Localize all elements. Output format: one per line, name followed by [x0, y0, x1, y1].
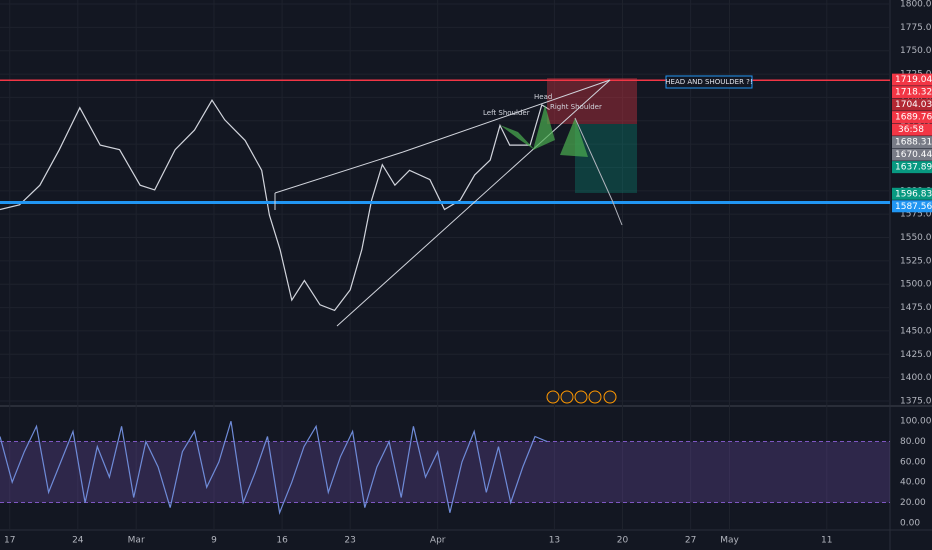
price-line: [0, 99, 550, 312]
price-label-bg: [892, 136, 932, 149]
countdown: 36:58: [898, 125, 924, 135]
x-tick-label: 11: [821, 536, 832, 546]
y-tick-label: 20.00: [900, 498, 926, 508]
price-label: 1688.31: [895, 138, 932, 148]
y-tick-label: 1550.00: [900, 233, 932, 243]
trend-line: [274, 151, 404, 194]
y-tick-label: 1500.00: [900, 280, 932, 290]
x-tick-label: 23: [344, 536, 355, 546]
price-label-bg: [892, 98, 932, 111]
annotation-box: [665, 75, 753, 89]
x-tick-label: Apr: [430, 536, 446, 546]
price-label: 1719.04: [895, 75, 932, 85]
x-tick-label: May: [720, 536, 739, 546]
y-tick-label: 1775.00: [900, 23, 932, 33]
head-shape: [533, 105, 555, 150]
y-tick-label: 1750.00: [900, 46, 932, 56]
left-shoulder-shape: [500, 125, 535, 150]
annotation: Right Shoulder: [550, 103, 602, 111]
band: [0, 441, 890, 503]
price-label-bg: [892, 111, 932, 124]
y-tick-label: 60.00: [900, 457, 926, 467]
price-label: 1689.76: [895, 113, 932, 123]
x-tick-label: Mar: [128, 536, 145, 546]
x-tick-label: 16: [276, 536, 288, 546]
y-tick-label: 1450.00: [900, 326, 932, 336]
price-label-bg: [892, 200, 932, 213]
right-shoulder-shape: [560, 118, 588, 157]
x-tick-label: 9: [211, 536, 217, 546]
y-tick-label: 1525.00: [900, 256, 932, 266]
countdown-bg: [892, 123, 932, 136]
x-tick-label: 24: [72, 536, 84, 546]
x-tick-label: 20: [617, 536, 629, 546]
price-label: 1718.32: [895, 88, 932, 98]
y-tick-label: 1800.00: [900, 0, 932, 10]
price-label-bg: [892, 86, 932, 99]
price-label: 1704.03: [895, 100, 932, 110]
price-label: 1637.89: [895, 163, 932, 173]
y-tick-label: 1575.00: [900, 210, 932, 220]
projection-arrow: [574, 117, 623, 226]
y-tick-label: 1375.00: [900, 396, 932, 406]
y-tick-label: 1400.00: [900, 373, 932, 383]
y-tick-label: 1475.00: [900, 303, 932, 313]
price-label-bg: [892, 187, 932, 200]
y-tick-label: 80.00: [900, 437, 926, 447]
drawings: HEAD AND SHOULDER ?! Head Left Shoulder …: [274, 75, 753, 404]
annotation: Head: [534, 93, 552, 101]
price-label-bg: [892, 148, 932, 161]
price-label-bg: [892, 73, 932, 86]
stop-zone: [547, 78, 637, 124]
price-line: [0, 421, 548, 515]
trend-line: [336, 79, 611, 327]
x-tick-label: 13: [549, 536, 560, 546]
price-label: 1670.44: [895, 150, 932, 160]
x-tick-label: 27: [685, 536, 696, 546]
y-tick-label: 1425.00: [900, 350, 932, 360]
y-tick-label: 40.00: [900, 478, 926, 488]
y-tick-label: 0.00: [900, 518, 920, 528]
target-zone: [575, 124, 637, 193]
price-label: 1587.56: [895, 202, 932, 212]
price-label-bg: [892, 161, 932, 174]
trend-line: [402, 79, 611, 153]
annotation: HEAD AND SHOULDER ?!: [665, 78, 752, 86]
price-label: 1596.83: [895, 189, 932, 199]
event-icons: [546, 390, 617, 404]
x-tick-label: 17: [4, 536, 15, 546]
annotation: Left Shoulder: [483, 109, 530, 117]
y-tick-label: 100.00: [900, 417, 932, 427]
